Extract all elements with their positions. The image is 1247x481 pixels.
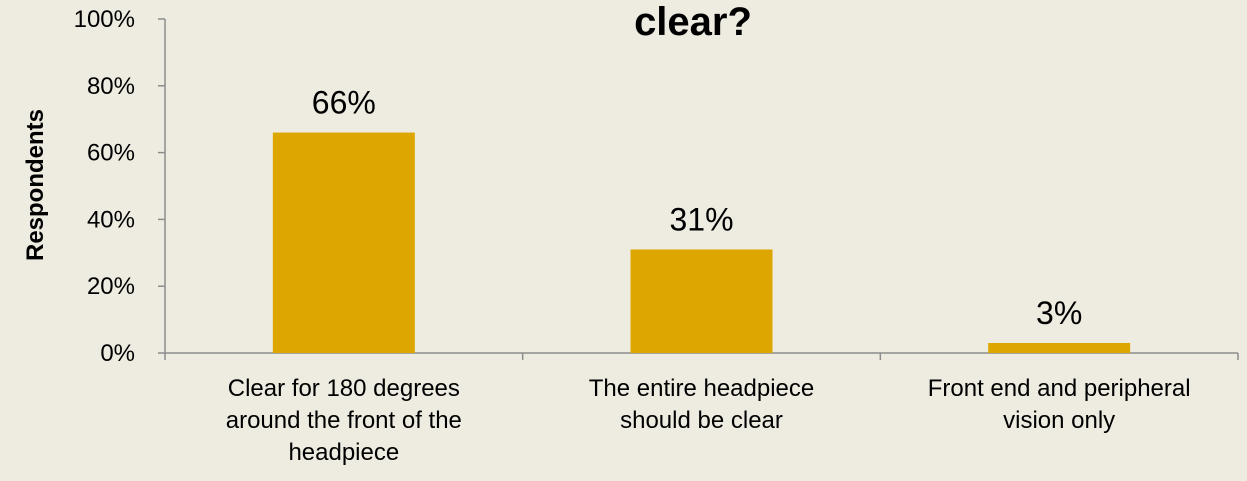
y-tick-label: 20% [87, 273, 135, 300]
x-tick-label: Front end and peripheral vision only [928, 375, 1191, 434]
bars [272, 132, 1131, 353]
data-label: 3% [1036, 295, 1082, 331]
x-tick-label: Clear for 180 degrees around the front of… [226, 375, 462, 466]
data-labels: 66% 31% 3% [312, 85, 1082, 331]
x-tick-labels: Clear for 180 degrees around the front of… [226, 375, 1191, 466]
data-label: 66% [312, 85, 376, 121]
y-tick-label: 100% [74, 6, 135, 33]
bar [988, 342, 1131, 353]
bar [272, 132, 415, 353]
data-label: 31% [669, 201, 733, 237]
y-axis-label: Respondents [22, 109, 49, 261]
x-tick-label-line: headpiece [288, 439, 399, 466]
y-tick-label: 0% [100, 340, 135, 367]
x-tick-label-line: The entire headpiece [589, 375, 815, 402]
x-tick-label: The entire headpiece should be clear [589, 375, 815, 434]
x-tick-label-line: Front end and peripheral [928, 375, 1191, 402]
x-tick-label-line: should be clear [620, 407, 783, 434]
x-tick-label-line: vision only [1003, 407, 1115, 434]
x-tick-label-line: Clear for 180 degrees [228, 375, 460, 402]
y-ticks: 0% 20% 40% 60% 80% 100% [74, 6, 165, 367]
y-tick-label: 80% [87, 73, 135, 100]
y-tick-label: 40% [87, 206, 135, 233]
x-tick-label-line: around the front of the [226, 407, 462, 434]
y-tick-label: 60% [87, 140, 135, 167]
bar [630, 249, 773, 353]
chart-title: clear? [634, 0, 752, 44]
